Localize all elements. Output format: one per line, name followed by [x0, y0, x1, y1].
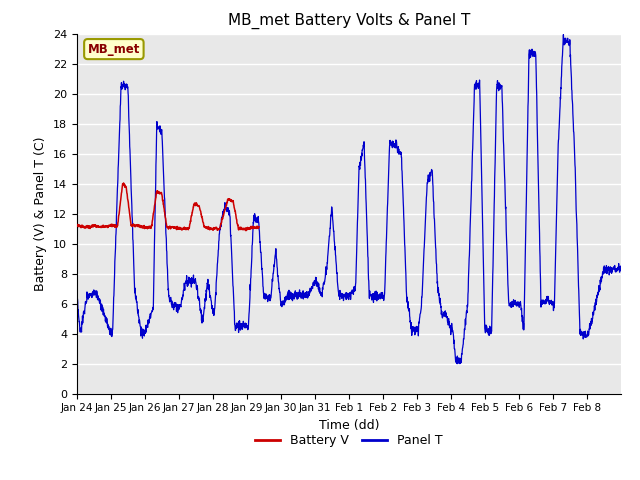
Y-axis label: Battery (V) & Panel T (C): Battery (V) & Panel T (C) — [35, 136, 47, 291]
Title: MB_met Battery Volts & Panel T: MB_met Battery Volts & Panel T — [228, 13, 470, 29]
Legend: Battery V, Panel T: Battery V, Panel T — [250, 429, 447, 452]
Text: MB_met: MB_met — [88, 43, 140, 56]
X-axis label: Time (dd): Time (dd) — [319, 419, 379, 432]
